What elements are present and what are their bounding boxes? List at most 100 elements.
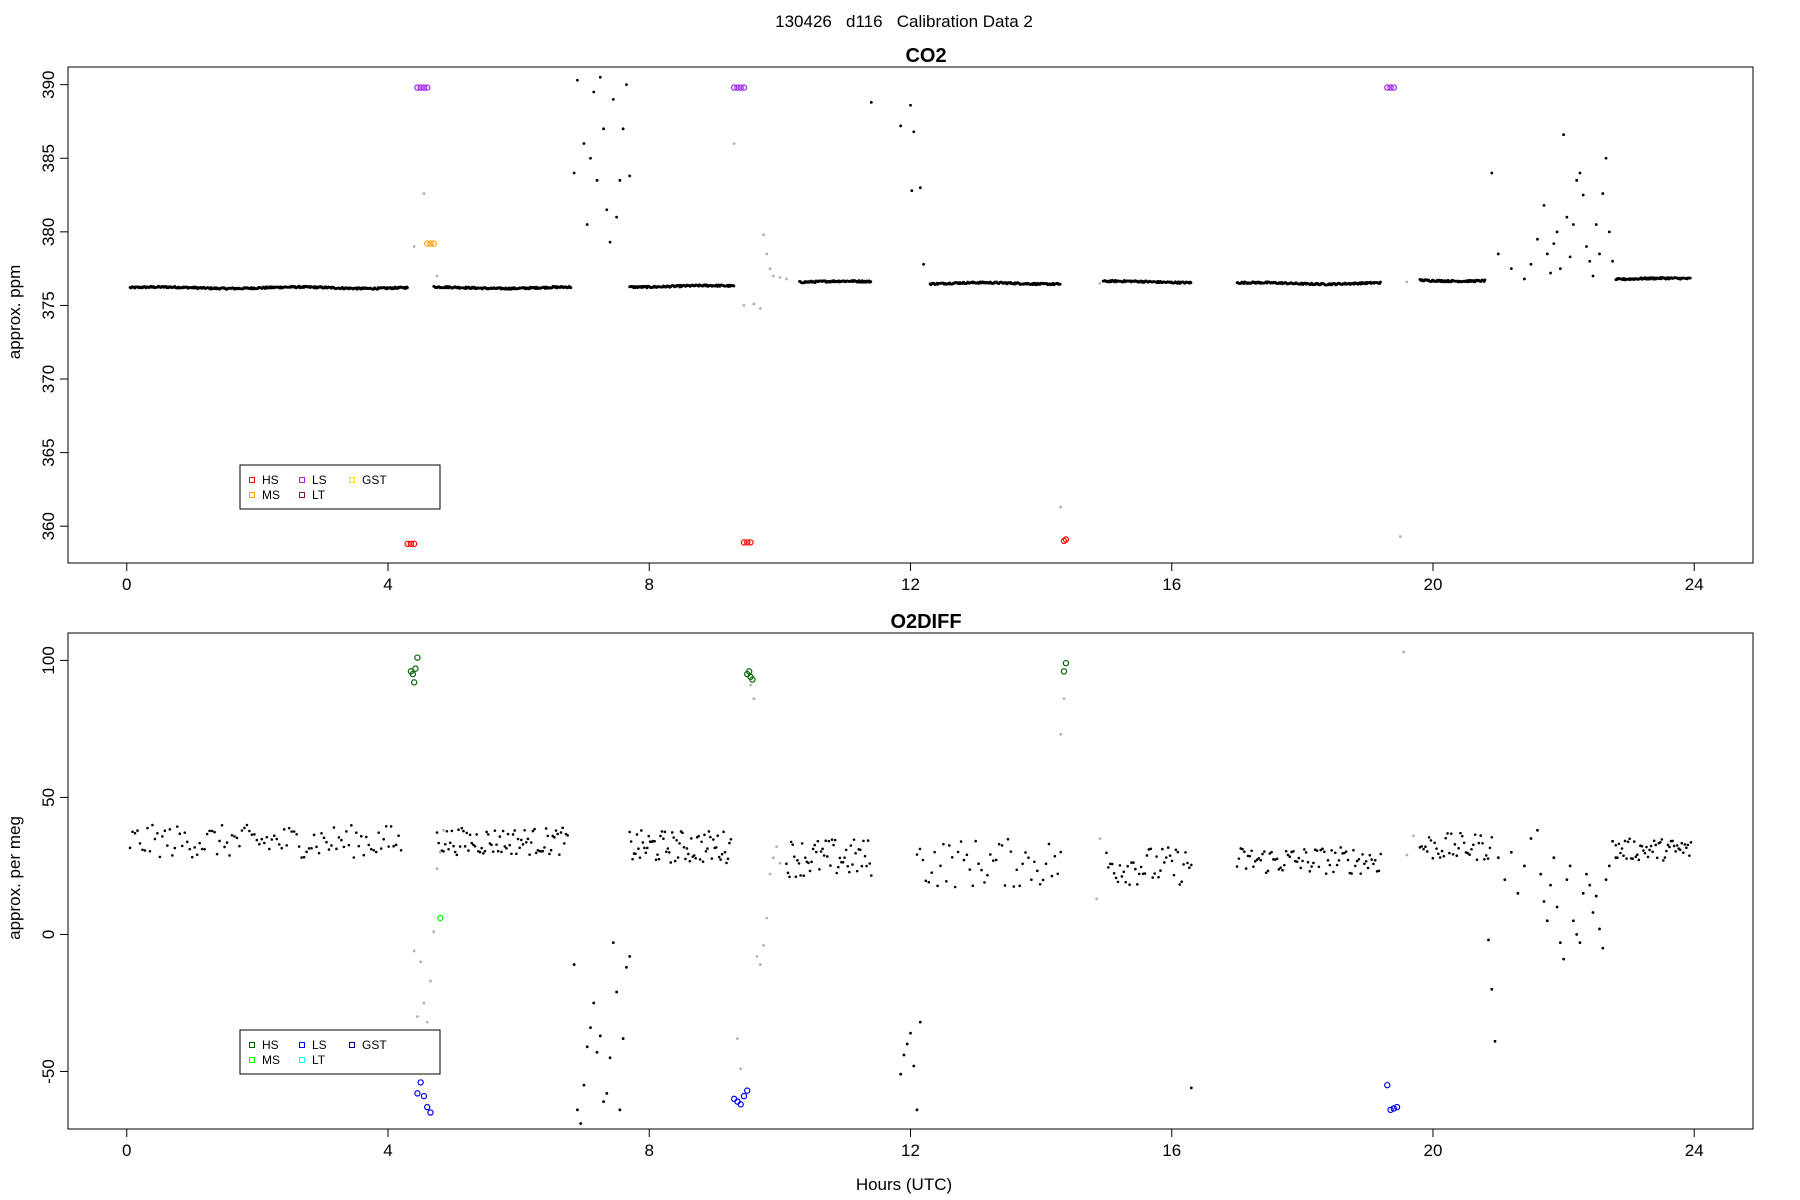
o2diff-data-point — [460, 826, 464, 830]
o2diff-data-point — [1420, 845, 1424, 848]
o2diff-data-point — [825, 855, 829, 858]
o2diff-flagged-point — [765, 916, 769, 920]
o2diff-legend-box — [239, 1029, 441, 1075]
o2diff-data-point — [1038, 882, 1042, 886]
o2diff-data-point — [602, 1100, 605, 1103]
o2diff-data-point — [1301, 859, 1304, 863]
o2diff-data-point — [1516, 891, 1520, 895]
o2diff-hs-point — [412, 665, 419, 672]
o2diff-data-point — [1370, 858, 1373, 861]
o2diff-data-point — [814, 850, 818, 854]
o2diff-data-point — [1672, 844, 1676, 848]
o2diff-data-point — [156, 831, 159, 835]
o2diff-data-point — [1178, 883, 1182, 886]
o2diff-y-tick-label: 100 — [39, 646, 58, 674]
o2diff-data-point — [521, 843, 525, 846]
o2diff-data-point — [1425, 850, 1429, 853]
o2diff-data-point — [518, 846, 521, 850]
co2-x-tick-label: 8 — [645, 575, 654, 594]
o2diff-data-point — [1422, 847, 1425, 851]
o2diff-y-axis-label: approx. per meg — [5, 816, 24, 940]
co2-data-point — [1585, 245, 1588, 248]
o2diff-data-point — [295, 832, 298, 836]
o2diff-flagged-point — [435, 867, 439, 871]
o2diff-flagged-point — [1095, 897, 1099, 901]
o2diff-flagged-point — [736, 1037, 739, 1040]
o2diff-data-point — [524, 841, 528, 844]
o2diff-data-point — [442, 850, 445, 853]
o2diff-data-point — [483, 849, 487, 853]
co2-panel: CO2 approx. ppm 0 4 8 12 16 20 24 360 365 370 375 3… — [5, 45, 1754, 594]
co2-ms-point — [430, 240, 437, 247]
o2diff-ls-point — [1393, 1103, 1401, 1111]
o2diff-data-point — [670, 831, 674, 834]
o2diff-data-point — [213, 830, 216, 834]
o2diff-data-point — [1542, 900, 1546, 903]
o2diff-data-point — [1012, 885, 1016, 888]
o2diff-data-point — [528, 853, 531, 856]
o2diff-data-point — [1317, 865, 1321, 869]
co2-data-point — [618, 178, 622, 182]
o2diff-data-point — [1134, 867, 1137, 871]
o2diff-flagged-point — [739, 1067, 743, 1071]
o2diff-legend-swatch — [249, 1042, 255, 1048]
o2diff-data-point — [450, 829, 454, 833]
o2diff-data-point — [1477, 841, 1481, 845]
co2-flagged-point — [758, 306, 762, 310]
o2diff-data-point — [848, 870, 851, 874]
co2-data-point — [1545, 252, 1549, 256]
o2diff-data-point — [701, 860, 705, 864]
o2diff-data-point — [225, 841, 229, 844]
o2diff-hs-point — [749, 676, 756, 683]
o2diff-data-point — [1601, 946, 1605, 950]
o2diff-data-point — [1018, 884, 1021, 888]
o2diff-data-point — [141, 848, 144, 852]
co2-data-point — [602, 127, 605, 131]
o2diff-data-point — [637, 847, 640, 850]
o2diff-data-point — [870, 874, 873, 877]
o2diff-data-point — [816, 839, 820, 843]
o2diff-data-point — [465, 831, 469, 835]
o2diff-data-point — [1027, 856, 1030, 859]
o2diff-data-point — [863, 854, 867, 858]
o2diff-data-point — [1490, 987, 1494, 991]
o2diff-data-point — [447, 847, 450, 851]
o2diff-data-point — [656, 853, 659, 856]
o2diff-data-point — [292, 830, 296, 833]
o2diff-data-point — [789, 840, 793, 844]
o2diff-data-point — [1328, 863, 1332, 867]
o2diff-data-point — [719, 858, 722, 861]
o2diff-data-point — [1689, 841, 1693, 844]
co2-data-point — [625, 83, 628, 87]
o2diff-data-point — [1444, 836, 1448, 840]
o2diff-data-point — [723, 850, 727, 854]
o2diff-data-point — [1180, 880, 1183, 884]
o2diff-data-point — [355, 831, 358, 834]
o2diff-data-point — [1259, 858, 1262, 862]
o2diff-data-point — [694, 856, 697, 860]
o2diff-data-point — [563, 842, 566, 845]
o2diff-y-tick-label: 50 — [39, 788, 58, 807]
o2diff-data-point — [543, 846, 546, 849]
o2diff-data-point — [1252, 865, 1255, 868]
o2diff-data-point — [1353, 864, 1357, 868]
o2diff-data-point — [131, 830, 134, 834]
o2diff-data-point — [1591, 911, 1595, 914]
o2diff-data-point — [1459, 831, 1462, 835]
o2diff-data-point — [1588, 883, 1592, 887]
o2diff-data-point — [280, 846, 284, 850]
o2diff-data-point — [255, 838, 259, 842]
o2diff-data-point — [1056, 872, 1060, 876]
o2diff-legend-label: GST — [362, 1038, 387, 1052]
co2-data-point — [922, 262, 925, 266]
o2diff-data-point — [720, 852, 724, 856]
o2diff-data-point — [709, 835, 712, 839]
o2diff-data-point — [1488, 846, 1492, 850]
o2diff-data-point — [1128, 883, 1131, 886]
o2diff-data-point — [592, 1001, 596, 1005]
o2diff-data-point — [526, 837, 530, 841]
o2diff-data-point — [1368, 853, 1372, 857]
o2diff-data-point — [312, 833, 316, 837]
co2-data-point — [611, 97, 615, 101]
o2diff-data-point — [1455, 854, 1459, 858]
